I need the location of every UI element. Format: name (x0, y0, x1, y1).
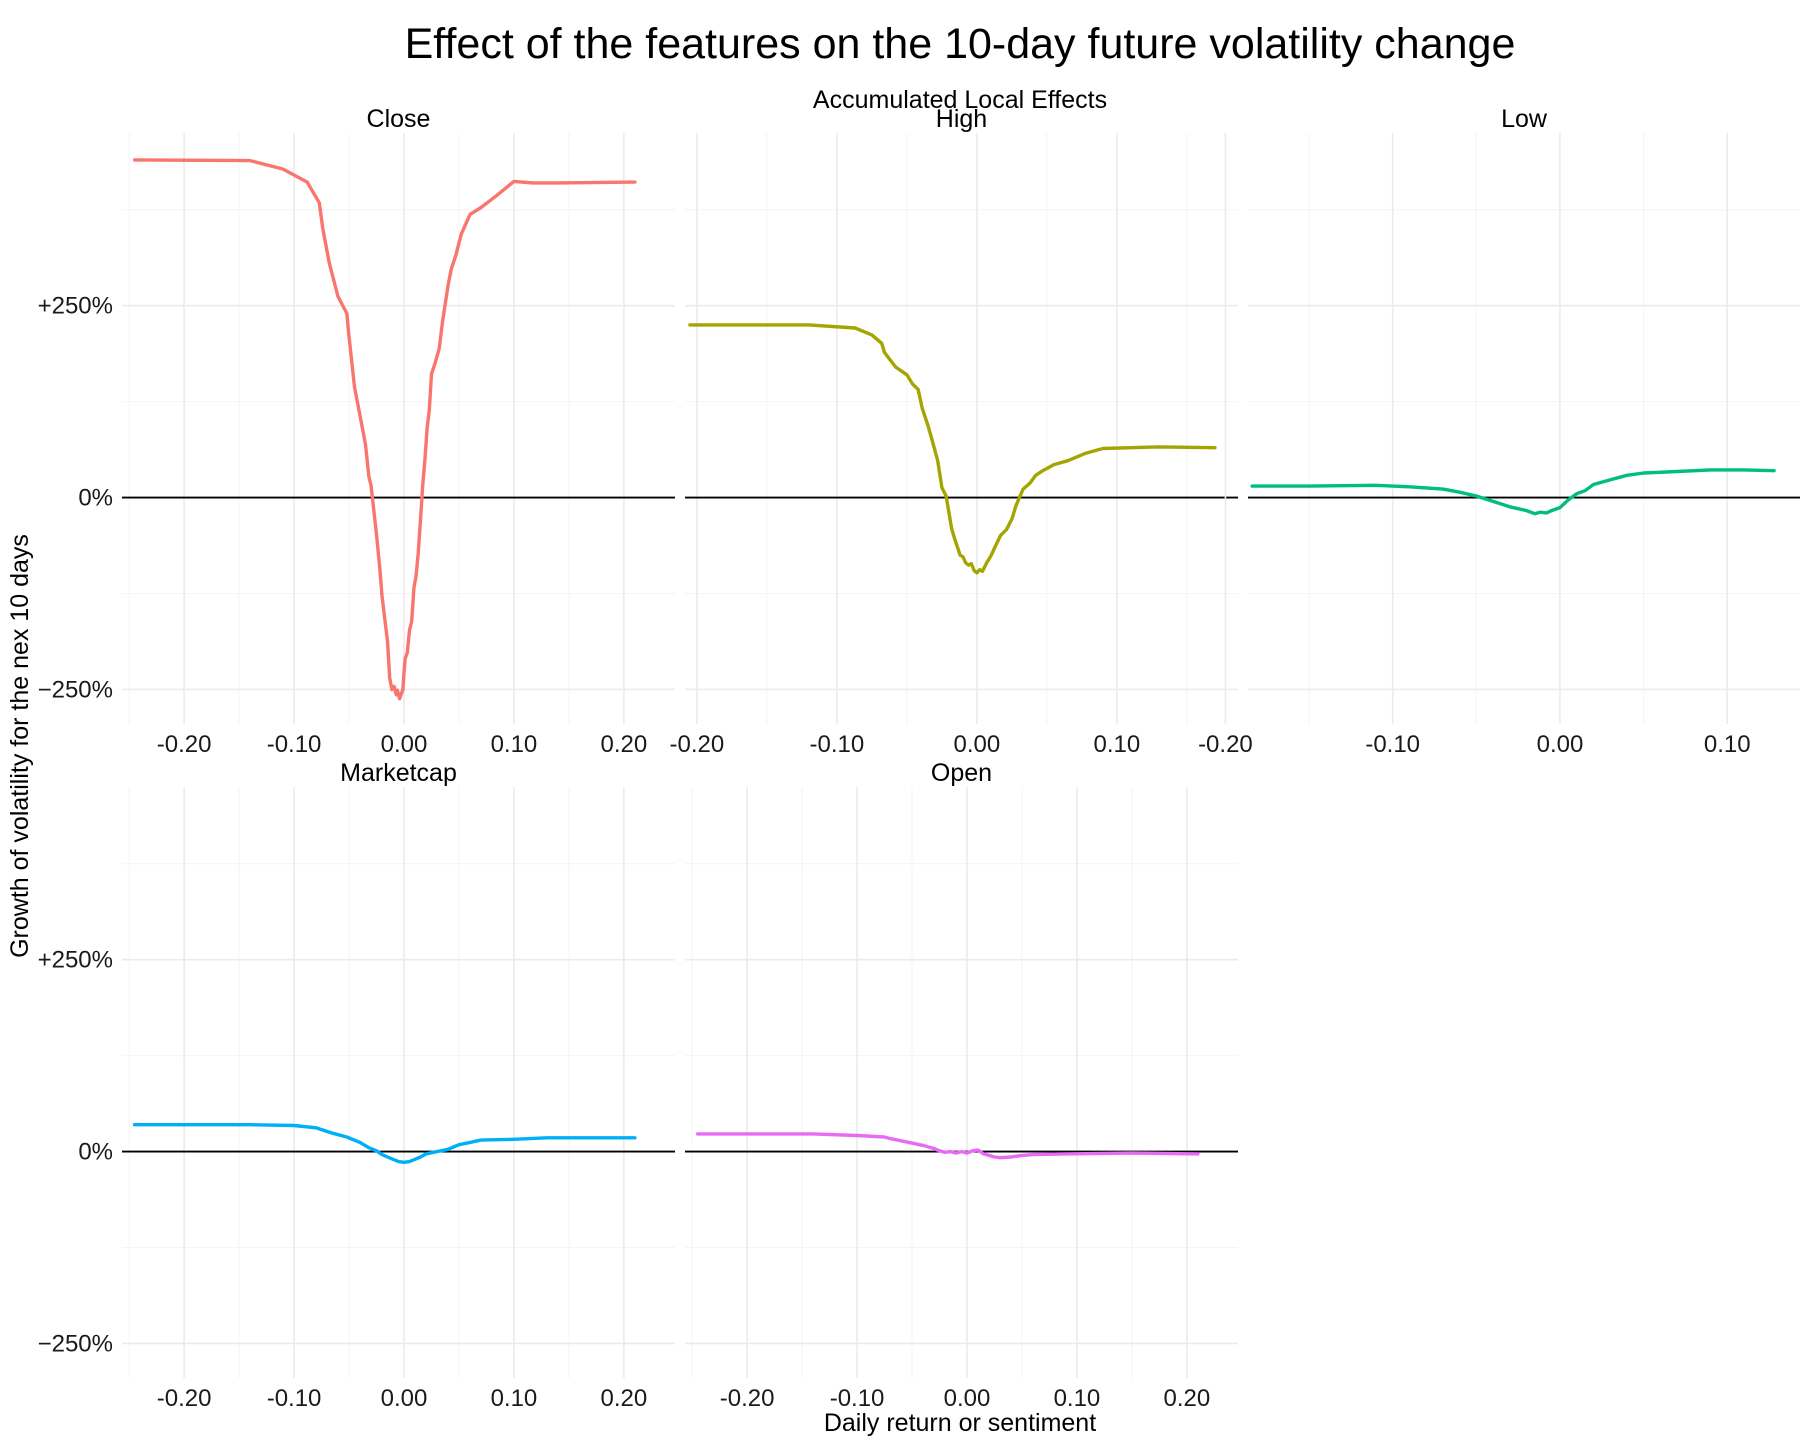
x-tick-label: -0.10 (1365, 731, 1420, 758)
series-line-marketcap (132, 1122, 637, 1165)
x-tick-label: 0.00 (954, 731, 1001, 758)
x-tick-label: 0.00 (944, 1385, 991, 1412)
x-axis-title: Daily return or sentiment (824, 1409, 1096, 1437)
panel-close: Close -0.20 -0.10 0.00 0.10 0.20 +250% 0% −250% (38, 105, 675, 758)
x-tick-label: 0.10 (1054, 1385, 1101, 1412)
facet-label-open: Open (931, 759, 992, 787)
x-tick-label: -0.10 (810, 731, 865, 758)
x-tick-label: -0.20 (670, 731, 725, 758)
series-line-low (1250, 468, 1776, 516)
chart-title: Effect of the features on the 10-day fut… (405, 20, 1516, 68)
x-tick-label: 0.10 (1094, 731, 1141, 758)
x-tick-label: 0.20 (1164, 1385, 1211, 1412)
y-tick-label: 0% (78, 1139, 113, 1166)
x-tick-label: -0.20 (157, 731, 212, 758)
x-tick-label: -0.10 (267, 1385, 322, 1412)
y-tick-label: −250% (38, 676, 113, 703)
panel-high: High -0.20 -0.10 0.00 0.10 (670, 105, 1238, 758)
facet-label-low: Low (1501, 105, 1548, 133)
x-tick-label: -0.10 (830, 1385, 885, 1412)
panel-marketcap: Marketcap -0.20 -0.10 0.00 0.10 0.20 +250% 0% −2… (38, 759, 675, 1412)
x-tick-label: 0.10 (1704, 731, 1751, 758)
x-tick-label: -0.20 (157, 1385, 212, 1412)
y-tick-label: 0% (78, 485, 113, 512)
x-tick-label: 0.00 (1537, 731, 1584, 758)
x-tick-label: 0.10 (491, 1385, 538, 1412)
x-tick-label: -0.20 (720, 1385, 775, 1412)
panel-low: Low -0.20 -0.10 0.00 0.10 (1198, 105, 1800, 758)
facet-label-marketcap: Marketcap (340, 759, 457, 787)
x-tick-label: 0.20 (601, 731, 648, 758)
facet-label-high: High (936, 105, 987, 133)
y-tick-label: +250% (38, 293, 113, 320)
series-line-high (688, 323, 1217, 575)
panel-open: Open -0.20 -0.10 0.00 0.10 0.20 (685, 759, 1238, 1412)
facet-label-close: Close (367, 105, 431, 133)
x-tick-label: -0.20 (1198, 731, 1253, 758)
y-tick-label: −250% (38, 1330, 113, 1357)
x-tick-label: 0.00 (381, 731, 428, 758)
x-tick-label: 0.00 (381, 1385, 428, 1412)
series-line-open (695, 1132, 1200, 1160)
series-line-close (132, 158, 637, 701)
x-tick-label: 0.20 (601, 1385, 648, 1412)
chart-subtitle: Accumulated Local Effects (813, 86, 1107, 114)
x-tick-label: 0.10 (491, 731, 538, 758)
y-axis-title: Growth of volatility for the nex 10 days (6, 534, 34, 958)
facet-panels: Close -0.20 -0.10 0.00 0.10 0.20 +250% 0% −250% H… (38, 105, 1800, 1412)
y-tick-label: +250% (38, 947, 113, 974)
x-tick-label: -0.10 (267, 731, 322, 758)
